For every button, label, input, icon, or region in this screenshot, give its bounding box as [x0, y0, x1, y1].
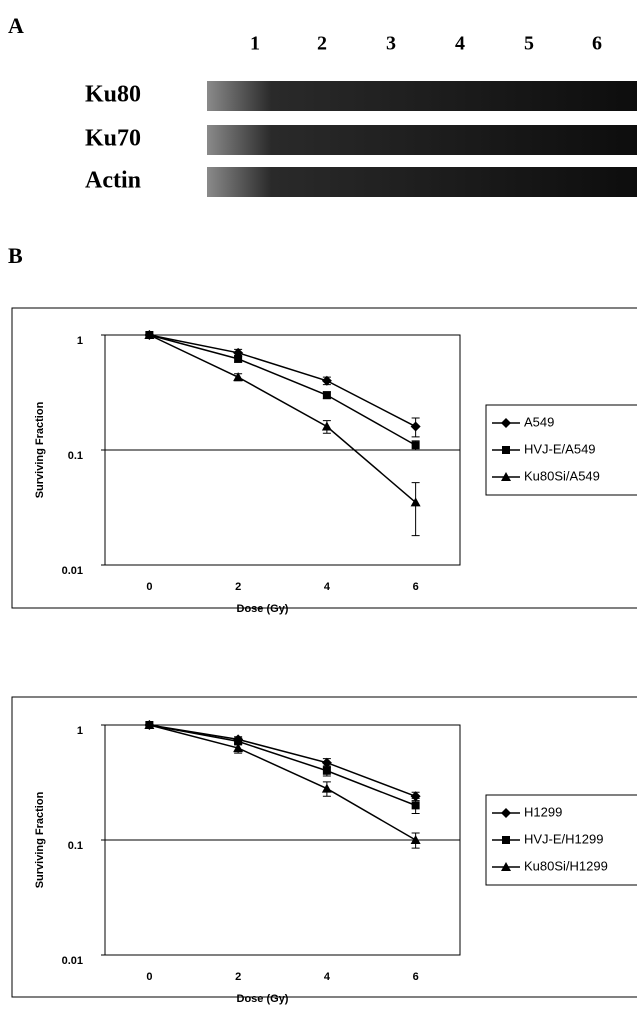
- marker: [411, 422, 421, 432]
- x-tick-label: 4: [324, 581, 331, 593]
- series-line: [149, 335, 415, 427]
- y-axis-label: Surviving Fraction: [34, 791, 46, 888]
- legend-label: HVJ-E/H1299: [524, 831, 603, 846]
- y-tick-label: 0.1: [68, 840, 83, 852]
- legend-marker: [502, 446, 510, 454]
- y-tick-label: 0.01: [62, 955, 83, 967]
- marker: [323, 391, 331, 399]
- figure: A B 1 2 3 4 5 6 Ku80 Ku70 Actin 0.01 0.1 1 0 2 4 6 Dose …: [0, 0, 637, 1017]
- x-tick-label: 4: [324, 971, 331, 983]
- row-label: Actin: [85, 168, 141, 194]
- y-tick-label: 0.01: [62, 565, 83, 577]
- lane-label: 6: [592, 33, 602, 55]
- error-bar: [412, 483, 420, 536]
- x-tick-label: 0: [146, 971, 152, 983]
- series-line: [149, 725, 415, 840]
- legend-label: Ku80Si/A549: [524, 468, 600, 483]
- x-axis-label: Dose (Gy): [237, 993, 289, 1005]
- panel-label: A: [8, 13, 24, 38]
- row-label: Ku70: [85, 126, 141, 152]
- series-line: [149, 335, 415, 445]
- x-tick-label: 2: [235, 971, 241, 983]
- lane-label: 2: [317, 33, 327, 55]
- y-tick-label: 0.1: [68, 450, 83, 462]
- chart: 0.01 0.1 1 0 2 4 6 Dose (Gy) Surviving Fraction A…: [12, 308, 637, 615]
- legend-label: Ku80Si/H1299: [524, 858, 608, 873]
- x-tick-label: 6: [413, 581, 419, 593]
- marker: [412, 801, 420, 809]
- panel-label: B: [8, 243, 23, 268]
- lane-label: 1: [250, 33, 260, 55]
- y-tick-label: 1: [77, 335, 83, 347]
- legend-label: H1299: [524, 804, 562, 819]
- page: A B 1 2 3 4 5 6 Ku80 Ku70 Actin 0.01 0.1 1 0 2 4 6 Dose …: [0, 0, 637, 1017]
- chart: 0.01 0.1 1 0 2 4 6 Dose (Gy) Surviving Fraction H…: [12, 697, 637, 1005]
- y-tick-label: 1: [77, 725, 83, 737]
- row-label: Ku80: [85, 82, 141, 108]
- legend-label: HVJ-E/A549: [524, 441, 596, 456]
- x-tick-label: 2: [235, 581, 241, 593]
- marker: [234, 355, 242, 363]
- blot-band: [207, 167, 637, 197]
- series-line: [149, 725, 415, 805]
- marker: [323, 767, 331, 775]
- x-tick-label: 0: [146, 581, 152, 593]
- legend-label: A549: [524, 414, 554, 429]
- legend-marker: [502, 836, 510, 844]
- marker: [322, 784, 332, 793]
- marker: [412, 441, 420, 449]
- series-line: [149, 335, 415, 502]
- lane-label: 3: [386, 33, 396, 55]
- blot-band: [207, 125, 637, 155]
- blot-band: [207, 81, 637, 111]
- lane-label: 5: [524, 33, 534, 55]
- marker: [322, 422, 332, 431]
- y-axis-label: Surviving Fraction: [34, 401, 46, 498]
- x-tick-label: 6: [413, 971, 419, 983]
- x-axis-label: Dose (Gy): [237, 603, 289, 615]
- lane-label: 4: [455, 33, 465, 55]
